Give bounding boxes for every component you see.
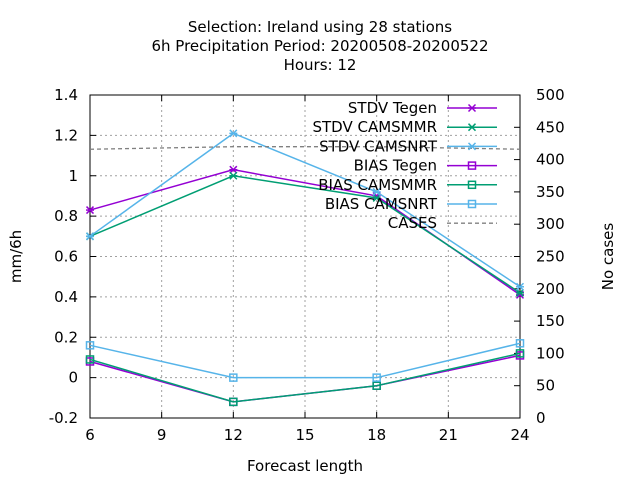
y-tick-label: 1.2 [54,126,78,144]
y-axis-label: mm/6h [7,230,25,283]
data-point [229,165,238,174]
axis-ticks: 6 9 12 15 18 21 24 -0.2 0 0.2 0.4 0.6 0.8 1 1.2 1.4 0 50 1… [49,86,565,444]
legend-item: STDV CAMSNRT [319,137,497,155]
marker-square [229,397,238,407]
y2-tick-label: 300 [536,215,565,233]
data-point [515,282,525,291]
data-point [85,341,95,350]
x-tick-label: 9 [157,426,167,444]
legend-label: CASES [388,214,437,232]
data-point [229,171,238,180]
data-point [229,373,238,382]
legend-item: BIAS CAMSNRT [325,195,497,213]
data-point [515,339,525,348]
series-stdv-camsnrt [85,129,525,291]
legend-item: BIAS Tegen [354,157,497,175]
series-bias-camsnrt [85,339,525,382]
marker-square [372,381,381,390]
x-tick-label: 24 [510,426,529,444]
data-point [229,129,238,138]
legend-item: CASES [388,214,497,232]
x-tick-label: 15 [295,426,314,444]
x-axis-label: Forecast length [247,457,363,475]
data-point [85,355,95,364]
title-line: Hours: 12 [284,56,357,74]
series-line [89,132,521,288]
y-tick-label: -0.2 [49,409,78,427]
y-tick-label: 0 [68,369,78,387]
title-line: 6h Precipitation Period: 20200508-202005… [151,37,488,55]
data-point [372,193,381,202]
series-line [89,146,521,150]
y-tick-label: 0.6 [54,248,78,266]
legend-item: BIAS CAMSMMR [318,176,497,194]
marker-square [85,341,95,350]
plot-frame [89,94,521,419]
data-point [515,288,525,297]
data-point [372,381,381,390]
y2-tick-label: 50 [536,377,555,395]
y-tick-label: 1.4 [54,86,78,104]
y2-tick-label: 500 [536,86,565,104]
legend-label: STDV CAMSMMR [312,118,437,136]
marker-square [467,199,477,209]
data-point [515,349,525,358]
marker-square [515,349,525,358]
legend-label: BIAS Tegen [354,157,437,175]
x-tick-label: 21 [439,426,458,444]
series-line [89,352,521,403]
y2-tick-label: 150 [536,312,565,330]
y2-tick-label: 350 [536,183,565,201]
legend-item: STDV CAMSMMR [312,118,497,136]
legend-label: STDV CAMSNRT [319,137,438,155]
legend-label: STDV Tegen [348,99,437,117]
series-bias-camsmmr [85,349,525,407]
marker-square [515,339,525,348]
y2-tick-label: 0 [536,409,546,427]
data-point [85,232,95,241]
legend-label: BIAS CAMSMMR [318,176,437,194]
x-tick-label: 12 [224,426,243,444]
y2-tick-label: 450 [536,118,565,136]
series-lines [85,129,525,407]
y2-axis-label: No cases [599,223,617,291]
data-point [229,397,238,407]
x-tick-label: 18 [367,426,386,444]
y2-tick-label: 250 [536,248,565,266]
legend-label: BIAS CAMSNRT [325,195,438,213]
y2-tick-label: 100 [536,344,565,362]
y-tick-label: 1 [68,167,78,185]
legend-item: STDV Tegen [348,99,497,117]
series-line [89,342,521,379]
marker-square [85,355,95,364]
x-tick-label: 6 [85,426,95,444]
data-point [85,206,95,215]
title-line: Selection: Ireland using 28 stations [188,18,452,36]
y-tick-label: 0.2 [54,328,78,346]
series-line [89,174,521,294]
y2-tick-label: 400 [536,151,565,169]
data-point [372,373,381,382]
y-tick-label: 0.8 [54,207,78,225]
marker-square [467,161,477,170]
y2-tick-label: 200 [536,280,565,298]
data-point [372,187,381,196]
series-cases [89,146,521,150]
marker-square [372,373,381,382]
marker-square [229,373,238,382]
y-tick-label: 0.4 [54,288,78,306]
marker-square [467,180,477,190]
